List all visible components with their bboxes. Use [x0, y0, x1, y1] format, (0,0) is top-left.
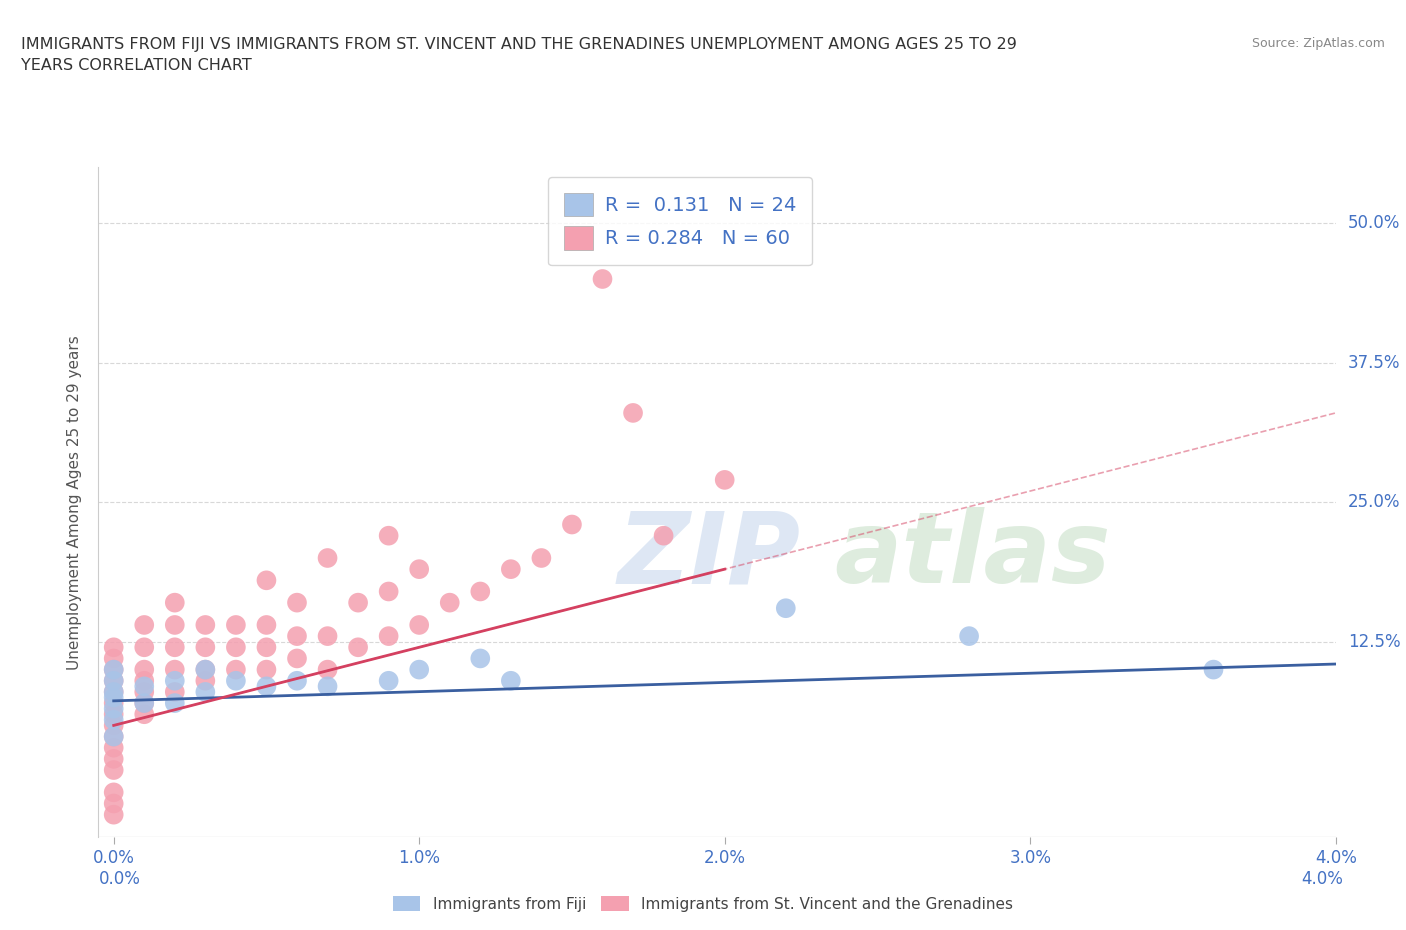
Point [256, 573, 278, 588]
Point [347, 640, 370, 655]
Point [103, 651, 125, 666]
Point [103, 729, 125, 744]
Point [163, 618, 186, 632]
Point [256, 662, 278, 677]
Point [163, 595, 186, 610]
Point [194, 640, 217, 655]
Point [134, 662, 156, 677]
Point [285, 595, 308, 610]
Text: ZIP: ZIP [619, 507, 801, 604]
Point [103, 662, 125, 677]
Point [103, 712, 125, 727]
Point [103, 684, 125, 699]
Point [134, 696, 156, 711]
Point [103, 707, 125, 722]
Point [103, 785, 125, 800]
Point [163, 684, 186, 699]
Point [957, 629, 980, 644]
Point [134, 679, 156, 694]
Point [194, 662, 217, 677]
Point [103, 740, 125, 755]
Point [316, 679, 339, 694]
Point [163, 640, 186, 655]
Point [134, 707, 156, 722]
Point [470, 584, 492, 599]
Point [194, 618, 217, 632]
Point [408, 562, 430, 577]
Legend: R =  0.131   N = 24, R = 0.284   N = 60: R = 0.131 N = 24, R = 0.284 N = 60 [548, 177, 811, 265]
Point [163, 662, 186, 677]
Point [134, 673, 156, 688]
Text: 12.5%: 12.5% [1348, 632, 1400, 651]
Point [225, 673, 247, 688]
Point [775, 601, 797, 616]
Y-axis label: Unemployment Among Ages 25 to 29 years: Unemployment Among Ages 25 to 29 years [67, 335, 83, 670]
Point [134, 696, 156, 711]
Point [470, 651, 492, 666]
Legend: Immigrants from Fiji, Immigrants from St. Vincent and the Grenadines: Immigrants from Fiji, Immigrants from St… [387, 889, 1019, 918]
Point [225, 662, 247, 677]
Point [103, 718, 125, 733]
Point [103, 690, 125, 705]
Point [285, 673, 308, 688]
Point [408, 618, 430, 632]
Point [163, 673, 186, 688]
Point [103, 696, 125, 711]
Text: IMMIGRANTS FROM FIJI VS IMMIGRANTS FROM ST. VINCENT AND THE GRENADINES UNEMPLOYM: IMMIGRANTS FROM FIJI VS IMMIGRANTS FROM … [21, 37, 1017, 73]
Point [561, 517, 583, 532]
Point [225, 618, 247, 632]
Point [103, 673, 125, 688]
Point [530, 551, 553, 565]
Point [194, 684, 217, 699]
Point [377, 673, 399, 688]
Point [194, 673, 217, 688]
Point [103, 729, 125, 744]
Point [592, 272, 614, 286]
Text: 4.0%: 4.0% [1301, 870, 1343, 887]
Point [134, 618, 156, 632]
Point [316, 629, 339, 644]
Point [134, 684, 156, 699]
Text: 37.5%: 37.5% [1348, 353, 1400, 372]
Text: 0.0%: 0.0% [98, 870, 141, 887]
Point [347, 595, 370, 610]
Point [316, 662, 339, 677]
Text: atlas: atlas [835, 507, 1111, 604]
Point [439, 595, 461, 610]
Point [1202, 662, 1225, 677]
Point [103, 673, 125, 688]
Point [256, 640, 278, 655]
Point [377, 584, 399, 599]
Text: 50.0%: 50.0% [1348, 214, 1400, 232]
Point [103, 751, 125, 766]
Point [256, 679, 278, 694]
Point [134, 640, 156, 655]
Point [408, 662, 430, 677]
Point [316, 551, 339, 565]
Point [621, 405, 644, 420]
Point [285, 651, 308, 666]
Point [103, 807, 125, 822]
Point [652, 528, 675, 543]
Point [377, 528, 399, 543]
Point [103, 662, 125, 677]
Text: Source: ZipAtlas.com: Source: ZipAtlas.com [1251, 37, 1385, 50]
Point [285, 629, 308, 644]
Text: 25.0%: 25.0% [1348, 493, 1400, 512]
Point [103, 684, 125, 699]
Point [103, 796, 125, 811]
Point [499, 673, 522, 688]
Point [713, 472, 735, 487]
Point [225, 640, 247, 655]
Point [256, 618, 278, 632]
Point [163, 696, 186, 711]
Point [377, 629, 399, 644]
Point [103, 701, 125, 716]
Point [194, 662, 217, 677]
Point [103, 640, 125, 655]
Point [499, 562, 522, 577]
Point [103, 763, 125, 777]
